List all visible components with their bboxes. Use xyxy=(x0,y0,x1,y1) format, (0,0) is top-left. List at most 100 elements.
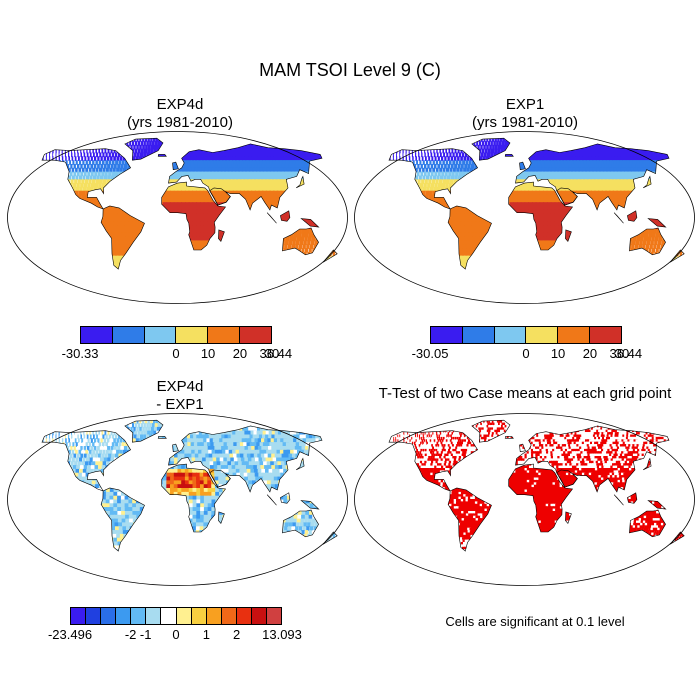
panel-exp4d-title-line1: EXP4d xyxy=(156,96,204,113)
coastline xyxy=(296,175,305,189)
coastline xyxy=(504,436,514,439)
colorbar-tick-label: 13.093 xyxy=(262,627,302,642)
map-panel-ttest xyxy=(354,413,695,586)
colorbar-tick-label: 30 xyxy=(264,346,280,361)
colorbar-tick-label: -23.496 xyxy=(47,627,93,642)
coastline xyxy=(629,509,666,538)
colorbar-tick-label: -1 xyxy=(139,627,152,642)
coastline xyxy=(613,494,624,506)
panel-diff-title-line1: EXP4d xyxy=(156,378,204,395)
coastline xyxy=(504,154,514,157)
coastline xyxy=(100,487,145,552)
coastline xyxy=(388,430,479,492)
figure-title: MAM TSOI Level 9 (C) xyxy=(259,60,441,80)
colorbar-swatch xyxy=(236,608,252,624)
colorbar-swatch xyxy=(494,327,527,343)
colorbar-swatch xyxy=(267,608,282,624)
coastline xyxy=(266,212,277,224)
coastline xyxy=(322,249,338,263)
colorbar-tick-label: 36.44 xyxy=(609,346,643,361)
colorbar-swatch xyxy=(240,327,271,343)
coastline xyxy=(519,161,526,171)
colorbar-swatch xyxy=(590,327,621,343)
map-fill-cells xyxy=(389,138,685,270)
panel-exp4d-title: EXP4d (yrs 1981-2010) xyxy=(30,96,330,132)
map-fill-cells xyxy=(389,420,685,552)
colorbar-tick-label: 10 xyxy=(550,346,566,361)
map-panel-exp4d xyxy=(7,131,348,304)
coastline xyxy=(627,210,638,222)
coastline xyxy=(168,143,323,211)
coastline xyxy=(643,457,652,471)
map-fill-cells xyxy=(42,420,338,552)
coastline xyxy=(218,229,225,242)
coastline xyxy=(647,500,667,510)
coastline xyxy=(157,436,167,439)
significance-note: Cells are significant at 0.1 level xyxy=(445,614,625,629)
map-border xyxy=(354,131,695,304)
colorbar-swatch xyxy=(206,608,222,624)
colorbar-exp4d xyxy=(80,326,272,344)
coastline xyxy=(519,443,526,453)
colorbar-swatch xyxy=(101,608,117,624)
colorbar-tick-label: 0 xyxy=(172,346,180,361)
coastline xyxy=(300,218,320,228)
coastline xyxy=(627,492,638,504)
colorbar-swatch xyxy=(176,327,209,343)
colorbar-tick-label: 20 xyxy=(232,346,248,361)
coastline xyxy=(161,463,227,533)
colorbar-swatch xyxy=(462,327,495,343)
colorbar-swatch xyxy=(431,327,463,343)
coastline xyxy=(647,218,667,228)
colorbar-tick-label: -30.33 xyxy=(61,346,99,361)
coastline xyxy=(447,487,492,552)
panel-exp1-title-line1: EXP1 xyxy=(505,96,545,113)
colorbar-swatch xyxy=(526,327,559,343)
coastline xyxy=(629,227,666,256)
map-panel-diff xyxy=(7,413,348,586)
colorbar-swatch xyxy=(558,327,591,343)
coastline xyxy=(300,500,320,510)
coastline xyxy=(280,210,291,222)
colorbar-swatch xyxy=(116,608,132,624)
panel-exp1-title: EXP1 (yrs 1981-2010) xyxy=(375,96,675,132)
coastline xyxy=(508,181,574,251)
colorbar-swatch xyxy=(208,327,241,343)
coastline xyxy=(447,205,492,270)
coastline xyxy=(556,469,578,488)
coastline xyxy=(266,494,277,506)
colorbar-swatch xyxy=(221,608,237,624)
colorbar-tick-label: 1 xyxy=(202,627,210,642)
coastline xyxy=(388,148,479,210)
coastline xyxy=(161,181,227,251)
colorbar-tick-label: 10 xyxy=(200,346,216,361)
coastline xyxy=(669,249,685,263)
map-border xyxy=(7,413,348,586)
colorbar-swatch xyxy=(161,608,177,624)
colorbar-tick-label: 0 xyxy=(172,627,180,642)
coastline xyxy=(209,469,231,488)
colorbar-swatch xyxy=(146,608,162,624)
coastline xyxy=(209,187,231,206)
coastline xyxy=(556,187,578,206)
coastline xyxy=(565,229,572,242)
colorbar-swatch xyxy=(251,608,268,624)
coastline xyxy=(613,212,624,224)
coastline xyxy=(643,175,652,189)
colorbar-tick-label: 20 xyxy=(582,346,598,361)
coastline xyxy=(282,509,319,538)
coastline xyxy=(124,137,164,161)
coastline xyxy=(515,143,670,211)
colorbar-swatch xyxy=(86,608,102,624)
panel-exp1-title-line2: (yrs 1981-2010) xyxy=(472,114,578,131)
colorbar-swatch xyxy=(176,608,192,624)
colorbar-tick-label: 30 xyxy=(614,346,630,361)
coastline xyxy=(322,531,338,545)
colorbar-diff xyxy=(70,607,282,625)
coastline xyxy=(282,227,319,256)
coastline xyxy=(172,443,179,453)
colorbar-tick-label: -30.05 xyxy=(411,346,449,361)
coastline xyxy=(172,161,179,171)
panel-diff-title: EXP4d - EXP1 xyxy=(30,378,330,414)
coastline xyxy=(124,419,164,443)
